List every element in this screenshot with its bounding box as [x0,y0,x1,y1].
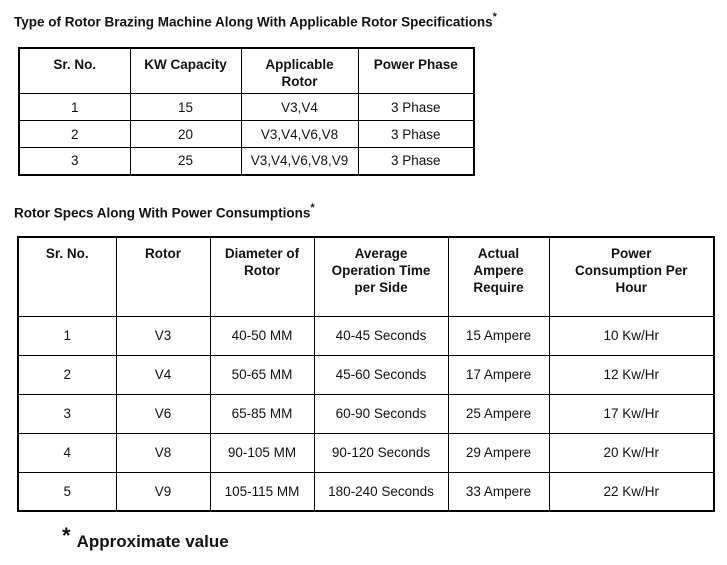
table-cell: 17 Kw/Hr [548,393,715,434]
table-cell: 25 [129,147,242,175]
table-cell: 45-60 Seconds [313,354,449,395]
table-row: 3 V6 65-85 MM 60-90 Seconds 25 Ampere 17… [17,393,715,434]
column-header-power-consumption: Power Consumption Per Hour [548,236,715,317]
table-cell: 3 [17,393,117,434]
table-cell: V3,V4,V6,V8,V9 [240,147,359,175]
column-header-rotor: Rotor [115,236,211,317]
table-cell: V3 [115,315,211,356]
column-header-kw-capacity: KW Capacity [129,47,242,94]
table-cell: 4 [17,432,117,473]
table-row: 4 V8 90-105 MM 90-120 Seconds 29 Ampere … [17,432,715,473]
table-cell: 2 [17,354,117,395]
table-cell: 2 [18,120,131,148]
table-cell: 40-50 MM [209,315,315,356]
table-cell: 15 Ampere [447,315,550,356]
table-cell: 1 [17,315,117,356]
table-cell: 50-65 MM [209,354,315,395]
table-cell: 20 [129,120,242,148]
column-header-applicable-rotor: Applicable Rotor [240,47,359,94]
table-cell: 180-240 Seconds [313,471,449,512]
table-cell: V3,V4,V6,V8 [240,120,359,148]
table-cell: 3 [18,147,131,175]
table-header-row: Sr. No. Rotor Diameter of Rotor Average … [17,236,715,317]
table-cell: V3,V4 [240,93,359,121]
table-row: 3 25 V3,V4,V6,V8,V9 3 Phase [18,147,475,175]
section1-title-asterisk: * [492,11,497,23]
footnote-asterisk: * [62,523,71,548]
table-cell: V9 [115,471,211,512]
column-header-diameter: Diameter of Rotor [209,236,315,317]
table-cell: 5 [17,471,117,512]
footnote: * Approximate value [62,525,727,553]
table-cell: 40-45 Seconds [313,315,449,356]
table-cell: 3 Phase [357,93,475,121]
table-cell: 12 Kw/Hr [548,354,715,395]
table-cell: 10 Kw/Hr [548,315,715,356]
rotor-machine-spec-table: Sr. No. KW Capacity Applicable Rotor Pow… [18,46,475,176]
table-cell: 33 Ampere [447,471,550,512]
column-header-sr-no: Sr. No. [17,236,117,317]
table-cell: 60-90 Seconds [313,393,449,434]
table-cell: 1 [18,93,131,121]
table-row: 1 15 V3,V4 3 Phase [18,93,475,121]
section2-title-text: Rotor Specs Along With Power Consumption… [14,205,311,220]
section1-title-text: Type of Rotor Brazing Machine Along With… [14,14,493,30]
table-cell: 90-120 Seconds [313,432,449,473]
table-cell: 22 Kw/Hr [548,471,715,512]
table-cell: V4 [115,354,211,395]
table-cell: 3 Phase [357,120,475,148]
table-cell: 29 Ampere [447,432,550,473]
column-header-power-phase: Power Phase [357,47,475,94]
table-cell: 65-85 MM [209,393,315,434]
footnote-text: Approximate value [76,532,229,551]
column-header-sr-no: Sr. No. [18,47,131,94]
table-cell: 17 Ampere [447,354,550,395]
table-cell: 90-105 MM [209,432,315,473]
section2-title-asterisk: * [310,201,315,214]
table-cell: 15 [129,93,242,121]
table-cell: 20 Kw/Hr [548,432,715,473]
table-cell: 105-115 MM [209,471,315,512]
rotor-power-consumption-table: Sr. No. Rotor Diameter of Rotor Average … [17,236,715,512]
table-cell: 3 Phase [357,147,475,175]
table-cell: V6 [115,393,211,434]
table-row: 1 V3 40-50 MM 40-45 Seconds 15 Ampere 10… [17,315,715,356]
table-header-row: Sr. No. KW Capacity Applicable Rotor Pow… [18,47,475,94]
table-cell: V8 [115,432,211,473]
section1-title: Type of Rotor Brazing Machine Along With… [14,0,727,31]
column-header-ampere: Actual Ampere Require [447,236,550,317]
table-row: 2 V4 50-65 MM 45-60 Seconds 17 Ampere 12… [17,354,715,395]
column-header-operation-time: Average Operation Time per Side [313,236,449,317]
section2-title: Rotor Specs Along With Power Consumption… [14,201,727,222]
table-row: 2 20 V3,V4,V6,V8 3 Phase [18,120,475,148]
table-cell: 25 Ampere [447,393,550,434]
table-row: 5 V9 105-115 MM 180-240 Seconds 33 Amper… [17,471,715,512]
